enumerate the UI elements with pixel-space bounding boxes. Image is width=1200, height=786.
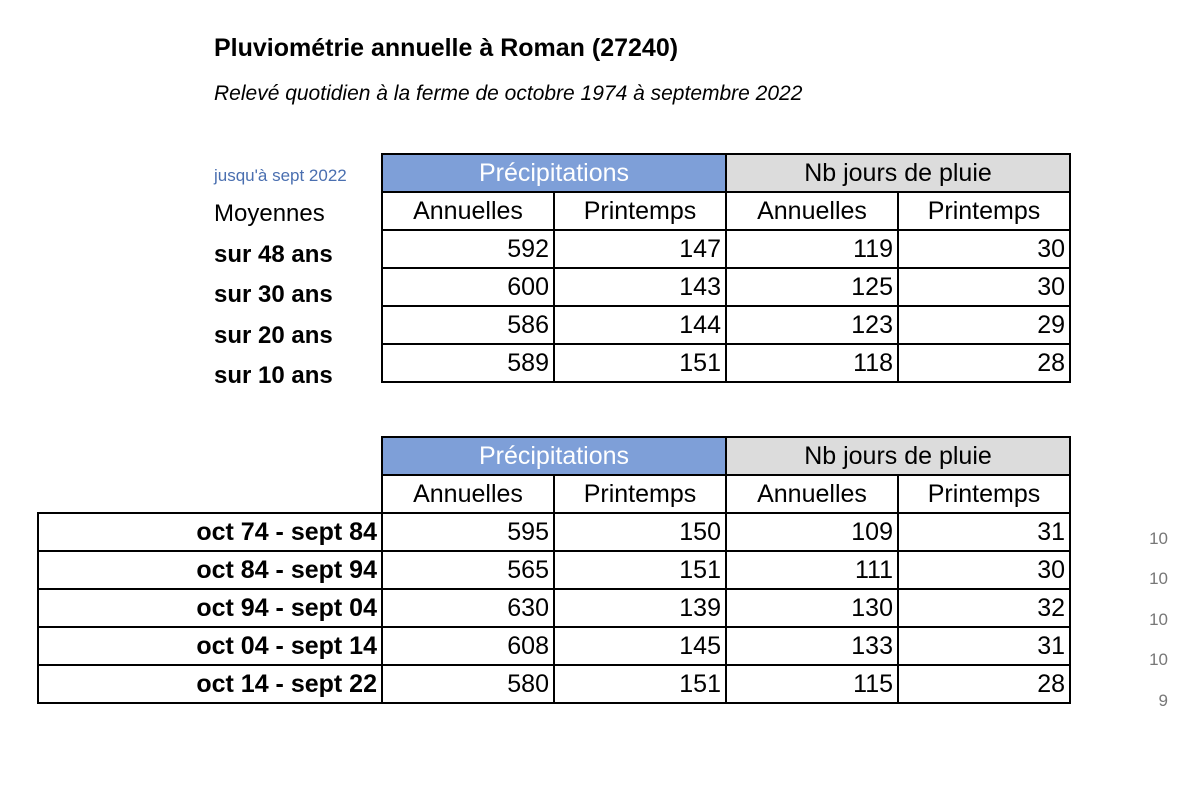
cell-precip-spring: 151 (553, 664, 727, 704)
averages-label: Moyennes (214, 200, 325, 227)
cell-days-spring: 29 (897, 305, 1071, 345)
empty-corner-cell (38, 437, 382, 475)
cell-days-spring: 32 (897, 588, 1071, 628)
cell-precip-annual: 630 (381, 588, 555, 628)
cell-precip-spring: 139 (553, 588, 727, 628)
average-row-label: sur 30 ans (214, 281, 333, 308)
cell-days-spring: 30 (897, 267, 1071, 307)
table-row: oct 14 - sept 22 580 151 115 28 (37, 664, 1071, 704)
cell-precip-spring: 151 (553, 550, 727, 590)
decade-label: oct 84 - sept 94 (37, 550, 383, 590)
cell-precip-annual: 600 (381, 267, 555, 307)
annual-days-header: Annuelles (725, 191, 899, 231)
period-note: jusqu'à sept 2022 (214, 166, 347, 185)
cell-days-spring: 30 (897, 229, 1071, 269)
spring-days-header: Printemps (897, 191, 1071, 231)
spring-precip-header: Printemps (553, 191, 727, 231)
year-count: 10 (1149, 569, 1168, 588)
cell-days-annual: 111 (725, 550, 899, 590)
cell-precip-spring: 145 (553, 626, 727, 666)
table-row: oct 04 - sept 14 608 145 133 31 (37, 626, 1071, 666)
cell-precip-annual: 595 (381, 512, 555, 552)
average-row-label: sur 10 ans (214, 362, 333, 389)
table-row: oct 84 - sept 94 565 151 111 30 (37, 550, 1071, 590)
empty-corner-cell (38, 475, 382, 513)
table-row: 586 144 123 29 (381, 305, 1071, 345)
annual-days-header: Annuelles (725, 474, 899, 514)
cell-days-spring: 31 (897, 512, 1071, 552)
cell-days-annual: 118 (725, 343, 899, 383)
cell-precip-annual: 608 (381, 626, 555, 666)
cell-days-spring: 28 (897, 664, 1071, 704)
annual-precip-header: Annuelles (381, 191, 555, 231)
cell-precip-annual: 592 (381, 229, 555, 269)
rain-days-header: Nb jours de pluie (725, 436, 1071, 476)
page-subtitle: Relevé quotidien à la ferme de octobre 1… (214, 82, 803, 105)
cell-precip-spring: 147 (553, 229, 727, 269)
cell-days-annual: 115 (725, 664, 899, 704)
cell-precip-spring: 143 (553, 267, 727, 307)
cell-days-spring: 31 (897, 626, 1071, 666)
cell-days-annual: 133 (725, 626, 899, 666)
cell-precip-annual: 565 (381, 550, 555, 590)
decade-label: oct 04 - sept 14 (37, 626, 383, 666)
average-row-label: sur 20 ans (214, 322, 333, 349)
table-row: 592 147 119 30 (381, 229, 1071, 269)
year-count: 10 (1149, 610, 1168, 629)
decade-label: oct 74 - sept 84 (37, 512, 383, 552)
cell-precip-spring: 150 (553, 512, 727, 552)
table-subheader-row: Annuelles Printemps Annuelles Printemps (381, 191, 1071, 231)
decade-label: oct 14 - sept 22 (37, 664, 383, 704)
table-row: 589 151 118 28 (381, 343, 1071, 383)
precipitations-header: Précipitations (381, 436, 727, 476)
year-count: 10 (1149, 529, 1168, 548)
spring-days-header: Printemps (897, 474, 1071, 514)
cell-precip-annual: 580 (381, 664, 555, 704)
year-count: 9 (1158, 691, 1168, 710)
cell-days-spring: 30 (897, 550, 1071, 590)
table-row: oct 74 - sept 84 595 150 109 31 (37, 512, 1071, 552)
decade-label: oct 94 - sept 04 (37, 588, 383, 628)
cell-days-spring: 28 (897, 343, 1071, 383)
year-count: 10 (1149, 650, 1168, 669)
decades-table: Précipitations Nb jours de pluie Annuell… (37, 436, 1071, 704)
averages-table: Précipitations Nb jours de pluie Annuell… (381, 153, 1071, 383)
cell-days-annual: 125 (725, 267, 899, 307)
precipitations-header: Précipitations (381, 153, 727, 193)
spring-precip-header: Printemps (553, 474, 727, 514)
table-subheader-row: Annuelles Printemps Annuelles Printemps (38, 474, 1071, 514)
table-header-row: Précipitations Nb jours de pluie (381, 153, 1071, 193)
cell-days-annual: 109 (725, 512, 899, 552)
cell-precip-spring: 151 (553, 343, 727, 383)
cell-days-annual: 119 (725, 229, 899, 269)
table-row: oct 94 - sept 04 630 139 130 32 (37, 588, 1071, 628)
page-title: Pluviométrie annuelle à Roman (27240) (214, 34, 679, 62)
table-row: 600 143 125 30 (381, 267, 1071, 307)
table-header-row: Précipitations Nb jours de pluie (38, 436, 1071, 476)
cell-days-annual: 123 (725, 305, 899, 345)
cell-days-annual: 130 (725, 588, 899, 628)
rain-days-header: Nb jours de pluie (725, 153, 1071, 193)
cell-precip-annual: 589 (381, 343, 555, 383)
annual-precip-header: Annuelles (381, 474, 555, 514)
average-row-label: sur 48 ans (214, 241, 333, 268)
cell-precip-annual: 586 (381, 305, 555, 345)
cell-precip-spring: 144 (553, 305, 727, 345)
